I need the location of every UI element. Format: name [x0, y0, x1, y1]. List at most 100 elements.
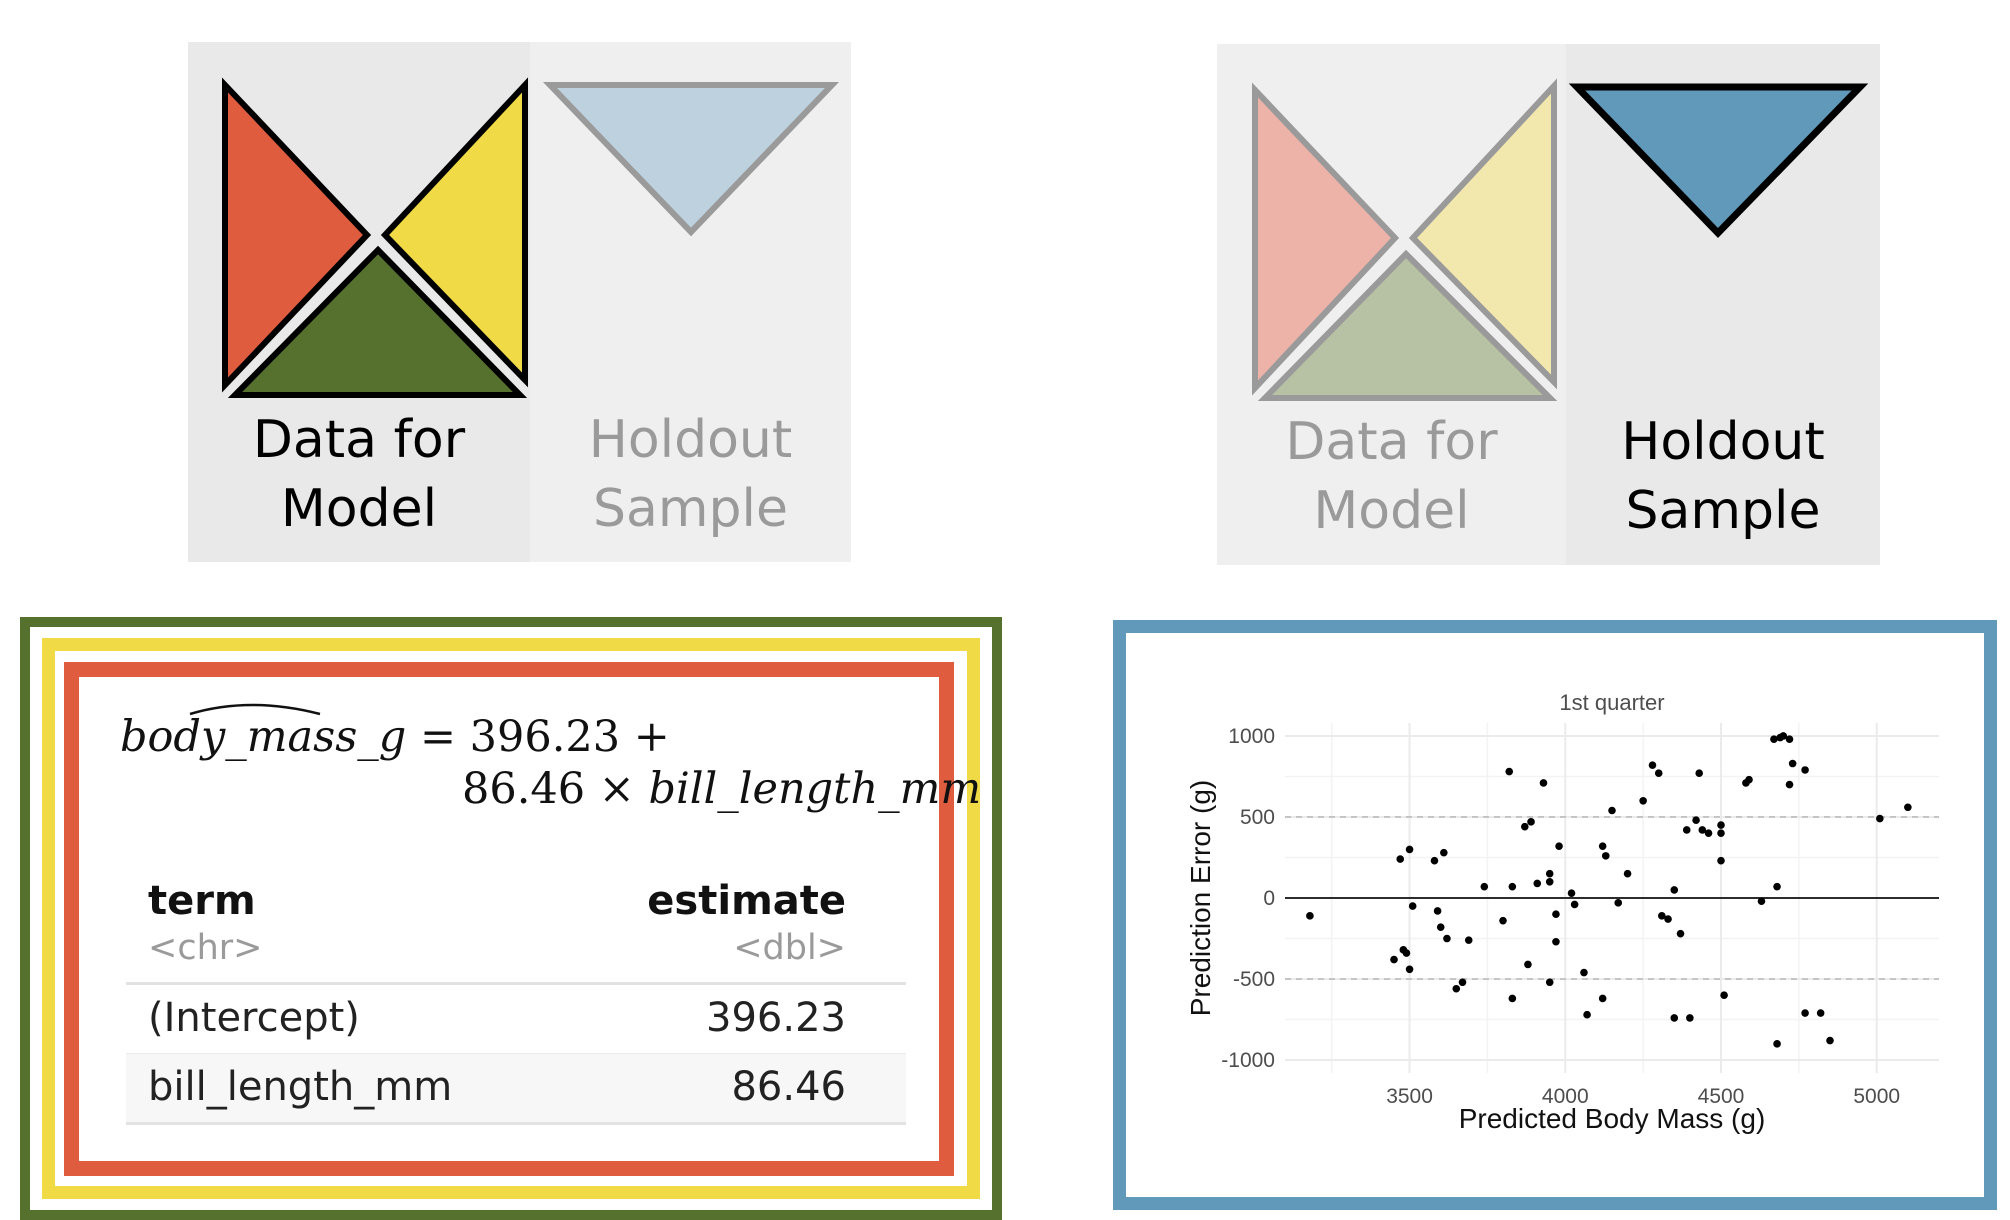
data-point	[1552, 937, 1560, 946]
data-point	[1452, 984, 1461, 993]
data-point	[1658, 912, 1666, 920]
data-point	[1816, 1009, 1825, 1017]
chart-title: 1st quarter	[1559, 690, 1664, 715]
data-point	[1408, 902, 1417, 910]
table-type-term: <chr>	[148, 928, 263, 968]
table-header-rule	[126, 982, 906, 985]
data-point	[1405, 845, 1414, 854]
data-points	[1306, 732, 1912, 1048]
table-header-estimate: estimate	[647, 878, 846, 924]
data-point	[1608, 806, 1616, 815]
data-point	[1788, 759, 1797, 768]
right-partition-diagram	[1252, 78, 1869, 401]
data-point	[1443, 934, 1451, 943]
data-point	[1614, 899, 1623, 907]
data-point	[1430, 856, 1439, 865]
data-point	[1695, 769, 1703, 778]
data-point	[1433, 907, 1442, 915]
data-point	[1306, 912, 1314, 920]
data-point	[1521, 822, 1529, 831]
y-tick-label: -500	[1233, 968, 1275, 991]
data-point	[1390, 955, 1398, 964]
table-row-rule	[126, 1053, 906, 1054]
data-point	[1552, 910, 1560, 919]
data-point	[1405, 965, 1414, 974]
data-point	[1648, 761, 1657, 769]
left-green-triangle	[227, 245, 528, 398]
data-point	[1785, 780, 1794, 789]
data-point	[1654, 769, 1663, 778]
left-blue-triangle	[542, 82, 840, 237]
equation-lhs: body_mass_g	[120, 712, 407, 762]
data-point	[1527, 818, 1535, 826]
data-point	[1580, 968, 1588, 977]
x-tick-label: 4000	[1542, 1085, 1589, 1108]
right-model-label: Data for Model	[1285, 412, 1498, 541]
data-point	[1539, 779, 1548, 787]
data-point	[1773, 1040, 1781, 1048]
right-holdout-label: Holdout Sample	[1621, 412, 1825, 541]
table-row	[126, 1054, 906, 1122]
table-cell-term: bill_length_mm	[148, 1064, 453, 1110]
data-point	[1717, 829, 1725, 837]
table-bottom-rule	[126, 1122, 906, 1125]
data-point	[1676, 929, 1685, 938]
left-model-label: Data for Model	[252, 410, 466, 539]
equation-line1-rest: = 396.23 +	[406, 712, 670, 762]
data-point	[1545, 869, 1554, 878]
hat-icon	[189, 703, 321, 716]
right-yellow-triangle	[1408, 78, 1557, 390]
x-tick-label: 3500	[1386, 1085, 1433, 1108]
data-point	[1402, 949, 1411, 957]
data-point	[1698, 826, 1707, 834]
data-point	[1826, 1036, 1834, 1045]
table-type-estimate: <dbl>	[733, 928, 846, 968]
regression-equation-line1: body_mass_g = 396.23 +	[120, 703, 670, 762]
data-point	[1524, 960, 1532, 969]
data-point	[1773, 882, 1781, 891]
data-point	[1601, 852, 1610, 860]
data-point	[1779, 732, 1788, 740]
x-tick-labels: 3500 4000 4500 5000	[1386, 1085, 1900, 1108]
y-tick-label: 0	[1263, 887, 1275, 910]
data-point	[1704, 829, 1713, 837]
data-point	[1598, 842, 1607, 850]
data-point	[1785, 735, 1794, 744]
x-tick-label: 5000	[1853, 1085, 1900, 1108]
left-holdout-label: Holdout Sample	[588, 410, 793, 539]
data-point	[1545, 978, 1554, 987]
data-point	[1670, 1014, 1679, 1022]
data-point	[1623, 869, 1632, 878]
table-cell-estimate: 396.23	[706, 995, 846, 1041]
data-point	[1508, 882, 1517, 891]
right-green-triangle	[1257, 249, 1558, 401]
right-blue-triangle	[1568, 83, 1869, 239]
data-point	[1508, 994, 1517, 1003]
data-point	[1745, 775, 1753, 784]
left-red-triangle	[222, 77, 372, 393]
y-axis-label: Prediction Error (g)	[1185, 780, 1216, 1017]
right-red-triangle	[1252, 82, 1400, 396]
data-point	[1682, 826, 1691, 834]
data-point	[1499, 916, 1507, 925]
data-point	[1480, 882, 1489, 891]
data-point	[1757, 897, 1766, 906]
x-tick-label: 4500	[1698, 1085, 1745, 1108]
table-cell-estimate: 86.46	[731, 1064, 846, 1110]
data-point	[1545, 877, 1554, 886]
data-point	[1664, 915, 1672, 923]
left-partition-diagram	[222, 77, 840, 398]
data-point	[1533, 879, 1542, 888]
data-point	[1670, 886, 1679, 894]
data-point	[1692, 816, 1700, 825]
data-point	[1717, 821, 1725, 829]
data-point	[1598, 994, 1607, 1003]
left-yellow-triangle	[380, 77, 528, 388]
data-point	[1440, 848, 1448, 857]
equation-coef: 86.46 ×	[462, 764, 649, 814]
data-point	[1570, 900, 1579, 909]
data-point	[1720, 991, 1728, 1000]
data-point	[1686, 1014, 1694, 1022]
y-tick-label: -1000	[1221, 1049, 1275, 1072]
